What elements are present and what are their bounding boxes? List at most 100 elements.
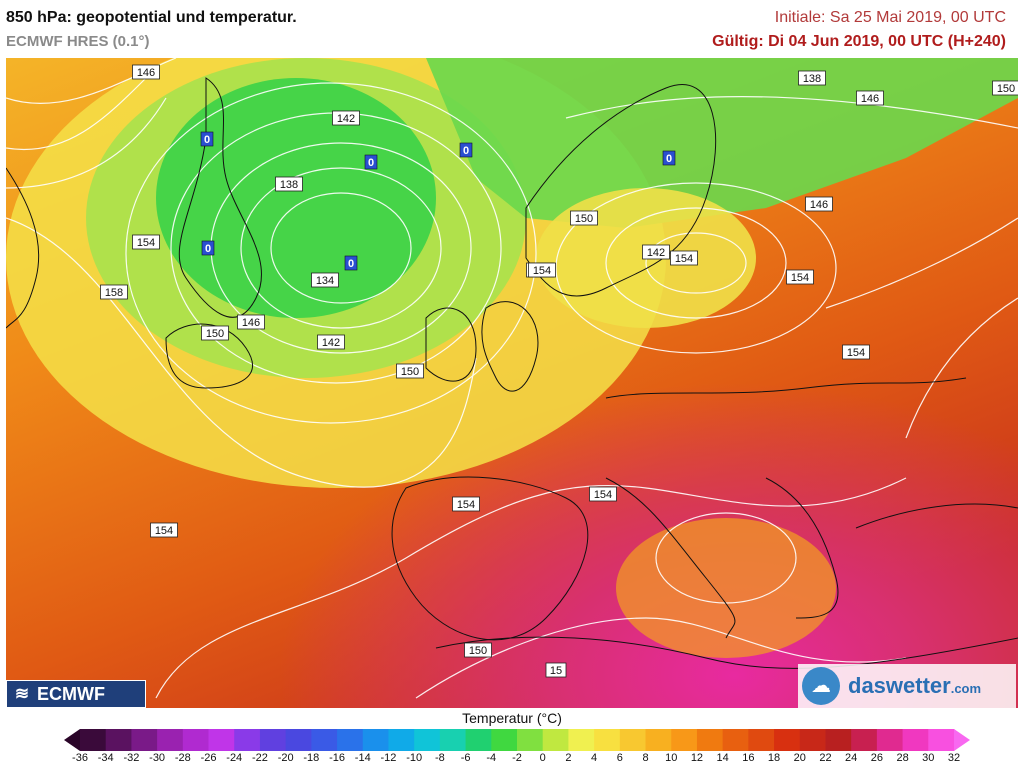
colorbar-swatch xyxy=(157,729,184,751)
svg-text:158: 158 xyxy=(105,287,123,299)
svg-text:0: 0 xyxy=(368,157,374,169)
weather-map: 1461421381541581341501461421501541381461… xyxy=(6,58,1018,708)
colorbar-tick-label: 8 xyxy=(642,752,649,764)
colorbar-tick-label: -8 xyxy=(434,752,445,764)
contour-label: 15 xyxy=(545,662,567,678)
svg-text:142: 142 xyxy=(337,113,355,125)
daswetter-brand: daswetter.com xyxy=(848,673,981,699)
colorbar-swatch xyxy=(748,729,775,751)
colorbar-swatch xyxy=(362,729,389,751)
colorbar-tick-label: -14 xyxy=(354,752,371,764)
colorbar-tick-label: -36 xyxy=(72,752,88,764)
colorbar-swatch xyxy=(208,729,235,751)
svg-text:138: 138 xyxy=(280,179,298,191)
colorbar-tick-label: -16 xyxy=(329,752,345,764)
svg-text:154: 154 xyxy=(457,499,475,511)
colorbar-swatch xyxy=(799,729,826,751)
colorbar-tick-label: 24 xyxy=(845,752,858,764)
colorbar-swatch xyxy=(722,729,749,751)
colorbar-tick-label: -12 xyxy=(380,752,397,764)
contour-label: 154 xyxy=(528,262,556,278)
colorbar-swatch xyxy=(594,729,621,751)
svg-text:138: 138 xyxy=(803,73,821,85)
contour-label: 150 xyxy=(992,80,1018,96)
colorbar-swatch xyxy=(825,729,852,751)
svg-text:0: 0 xyxy=(205,243,211,255)
colorbar-swatch xyxy=(542,729,569,751)
colorbar-swatch xyxy=(774,729,801,751)
ecmwf-emblem-icon: ≋ xyxy=(14,684,30,703)
map-title: 850 hPa: geopotential und temperatur. xyxy=(6,9,297,26)
colorbar-swatch xyxy=(182,729,210,751)
contour-label: 154 xyxy=(670,250,698,266)
contour-label: 150 xyxy=(464,642,492,658)
colorbar-swatch xyxy=(285,729,312,751)
contour-label: 142 xyxy=(642,244,670,260)
colorbar-swatch xyxy=(234,729,261,751)
colorbar-swatch xyxy=(259,729,287,751)
colorbar-tick-label: -30 xyxy=(149,752,166,764)
svg-text:146: 146 xyxy=(137,67,155,79)
contour-label: 146 xyxy=(132,64,160,80)
colorbar-swatch xyxy=(928,729,955,751)
colorbar-tick-label: 2 xyxy=(565,752,572,764)
contour-label: 142 xyxy=(332,110,360,126)
colorbar-tick-label: -18 xyxy=(303,752,320,764)
contour-label: 150 xyxy=(201,325,229,341)
svg-text:142: 142 xyxy=(647,247,665,259)
svg-text:0: 0 xyxy=(666,153,672,165)
contour-label: 158 xyxy=(100,284,128,300)
svg-text:154: 154 xyxy=(675,253,693,265)
svg-text:146: 146 xyxy=(861,93,879,105)
coastlines xyxy=(6,77,1018,669)
colorbar-swatch xyxy=(645,729,672,751)
colorbar-tick-label: 12 xyxy=(690,752,704,764)
colorbar-swatch xyxy=(671,729,698,751)
colorbar-swatch xyxy=(465,729,492,751)
model-subtitle: ECMWF HRES (0.1°) xyxy=(6,33,150,50)
contour-label: 138 xyxy=(275,176,303,192)
contour-label: 154 xyxy=(452,496,480,512)
contour-label: 154 xyxy=(132,234,160,250)
svg-text:150: 150 xyxy=(575,213,593,225)
colorbar-swatch xyxy=(568,729,595,751)
colorbar-tick-label: -26 xyxy=(200,752,217,764)
colorbar-swatch xyxy=(131,729,158,751)
colorbar-tick-label: -6 xyxy=(460,752,471,764)
low-marker-layer: 0 0 0 0 0 0 xyxy=(200,131,676,271)
initial-time: Initiale: Sa 25 Mai 2019, 00 UTC xyxy=(774,9,1006,26)
colorbar-tick-label: 30 xyxy=(922,752,935,764)
low-pressure-marker: 0 xyxy=(200,131,214,147)
colorbar-swatch xyxy=(388,729,415,751)
contour-label-layer: 1461421381541581341501461421501541381461… xyxy=(100,64,1018,678)
svg-text:134: 134 xyxy=(316,275,334,287)
daswetter-logo: ☁ daswetter.com xyxy=(798,664,1016,708)
colorbar-swatch xyxy=(311,729,338,751)
svg-text:154: 154 xyxy=(137,237,155,249)
contour-label: 146 xyxy=(856,90,884,106)
colorbar-swatch xyxy=(491,729,518,751)
contour-label: 150 xyxy=(396,363,424,379)
temperature-colorbar xyxy=(64,729,970,751)
low-pressure-marker: 0 xyxy=(344,255,358,271)
colorbar-swatch xyxy=(851,729,878,751)
colorbar-tick-label: 14 xyxy=(716,752,729,764)
cloud-icon: ☁ xyxy=(802,667,840,705)
daswetter-suffix-text: .com xyxy=(950,681,982,696)
contour-label: 142 xyxy=(317,334,345,350)
low-pressure-marker: 0 xyxy=(662,150,676,166)
contour-label: 138 xyxy=(798,70,826,86)
colorbar-tick-label: -32 xyxy=(123,752,140,764)
svg-text:150: 150 xyxy=(401,366,419,378)
colorbar-tick-label: 22 xyxy=(819,752,832,764)
colorbar-swatch xyxy=(105,729,132,751)
daswetter-main-text: daswetter xyxy=(848,673,951,698)
colorbar-tick-label: 16 xyxy=(742,752,755,764)
svg-text:0: 0 xyxy=(204,134,210,146)
contour-label: 154 xyxy=(150,522,178,538)
colorbar-tick-label: -34 xyxy=(97,752,114,764)
svg-text:154: 154 xyxy=(155,525,173,537)
colorbar-swatch xyxy=(902,729,929,751)
contour-label: 154 xyxy=(589,486,617,502)
svg-text:146: 146 xyxy=(810,199,828,211)
